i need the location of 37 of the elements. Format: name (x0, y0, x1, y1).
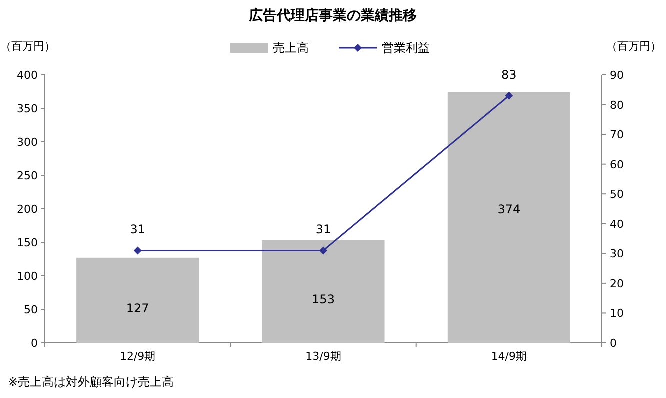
y2-tick-label: 80 (610, 98, 624, 112)
data-label: 31 (130, 222, 146, 237)
x-tick-label: 14/9期 (491, 350, 528, 363)
chart-title: 広告代理店事業の業績推移 (248, 7, 417, 24)
data-label: 31 (316, 222, 332, 237)
y-tick-label: 250 (17, 170, 38, 182)
y2-tick-label: 50 (610, 188, 624, 202)
data-label: 374 (498, 202, 521, 217)
y2-tick-label: 90 (610, 69, 624, 82)
y2-tick-label: 0 (610, 337, 617, 350)
y-tick-label: 50 (24, 304, 38, 316)
y-tick-label: 150 (17, 236, 38, 250)
y2-tick-label: 30 (610, 248, 624, 261)
x-tick-label: 12/9期 (120, 350, 156, 363)
y-tick-label: 0 (31, 337, 38, 350)
legend-label: 売上高 (273, 41, 309, 55)
y2-tick-label: 60 (610, 158, 624, 172)
text: ※売上高は対外顧客向け売上高 (8, 375, 174, 389)
bar (448, 92, 570, 343)
data-label: 83 (502, 68, 517, 82)
y2-tick-label: 70 (610, 128, 624, 142)
data-label: 153 (312, 292, 335, 307)
y-tick-label: 350 (17, 102, 38, 116)
y2-tick-label: 40 (610, 218, 624, 231)
y-tick-label: 400 (17, 69, 38, 82)
x-tick-label: 13/9期 (306, 350, 342, 363)
y2-tick-label: 20 (610, 277, 624, 290)
bar (262, 240, 385, 343)
data-label: 127 (126, 301, 150, 316)
legend-label: 営業利益 (382, 41, 430, 55)
y-tick-label: 100 (17, 270, 38, 283)
bar (76, 258, 200, 343)
y-tick-label: 200 (17, 203, 38, 216)
y-axis-title: （百万円） (0, 40, 56, 53)
y-tick-label: 300 (17, 136, 38, 149)
y2-axis-title: （百万円） (606, 40, 662, 53)
y2-tick-label: 10 (610, 307, 624, 320)
